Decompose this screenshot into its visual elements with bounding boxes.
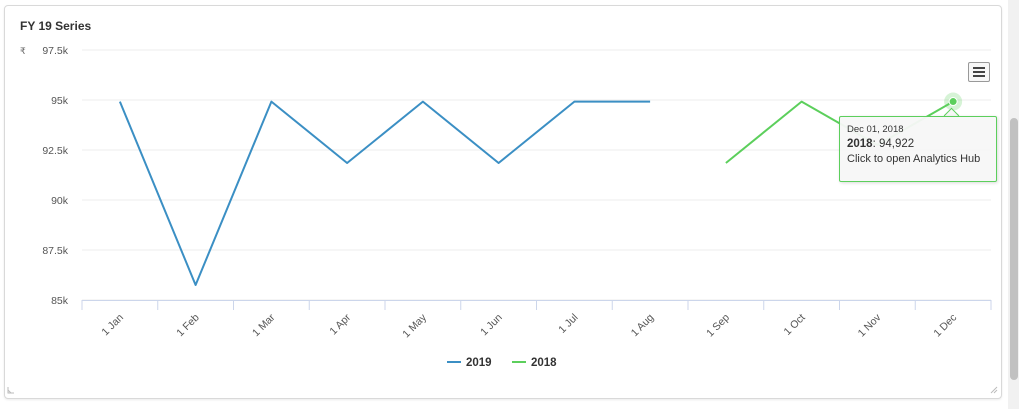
resize-handle-right-icon[interactable]	[990, 386, 998, 394]
x-tick-label: 1 Jan	[99, 312, 126, 339]
x-axis: 1 Jan 1 Feb 1 Mar 1 Apr 1 May 1 Jun 1 Jul 1 Aug…	[81, 300, 992, 340]
hamburger-menu-icon-bar	[973, 71, 985, 73]
tooltip-series-name: 2018	[847, 138, 873, 150]
x-tick-label: 1 Oct	[782, 312, 808, 338]
x-tick-label: 1 May	[400, 311, 429, 340]
chart-panel: FY 19 Series	[4, 5, 1002, 399]
tooltip-value: 94,922	[878, 138, 915, 150]
x-tick-label: 1 Dec	[931, 312, 959, 340]
y-tick-label: 87.5k	[42, 245, 68, 257]
scrollbar-thumb[interactable]	[1010, 118, 1018, 380]
tooltip-link[interactable]: Click to open Analytics Hub	[847, 153, 981, 165]
hamburger-menu-icon	[973, 67, 985, 69]
y-tick-label: 90k	[51, 195, 69, 207]
rupee-icon: ₹	[20, 46, 26, 56]
chart-title: FY 19 Series	[20, 19, 92, 33]
x-tick-label: 1 Feb	[174, 312, 202, 340]
hamburger-menu-icon-bar	[973, 75, 985, 77]
y-tick-label: 85k	[51, 295, 69, 307]
series-line-2019[interactable]	[118, 100, 651, 286]
legend-item-2019[interactable]: 2019	[466, 357, 492, 369]
x-tick-label: 1 Nov	[856, 311, 884, 339]
x-tick-label: 1 Aug	[629, 312, 657, 340]
x-tick-label: 1 Jun	[478, 312, 505, 339]
x-tick-label: 1 Jul	[556, 312, 580, 336]
resize-handle-left-icon[interactable]	[7, 386, 15, 394]
y-tick-label: 97.5k	[42, 45, 68, 57]
y-axis: ₹85k 87.5k 90k 92.5k 95k 97.5k	[20, 45, 69, 307]
series-group	[118, 92, 963, 286]
tooltip-date: Dec 01, 2018	[847, 124, 904, 135]
chart-menu-button[interactable]	[968, 62, 990, 82]
x-tick-label: 1 Mar	[250, 311, 278, 339]
x-tick-label: 1 Apr	[327, 311, 353, 337]
hover-point-marker[interactable]	[948, 97, 958, 107]
legend-item-2018[interactable]: 2018	[531, 357, 557, 369]
tooltip-value-line: 2018: 94,922	[847, 138, 915, 150]
y-tick-label: 92.5k	[42, 145, 68, 157]
x-tick-label: 1 Sep	[704, 312, 732, 340]
tooltip[interactable]: Dec 01, 2018 2018: 94,922 Click to open …	[839, 116, 997, 182]
legend: 2019 2018	[447, 357, 557, 369]
y-tick-label: 95k	[51, 95, 69, 107]
